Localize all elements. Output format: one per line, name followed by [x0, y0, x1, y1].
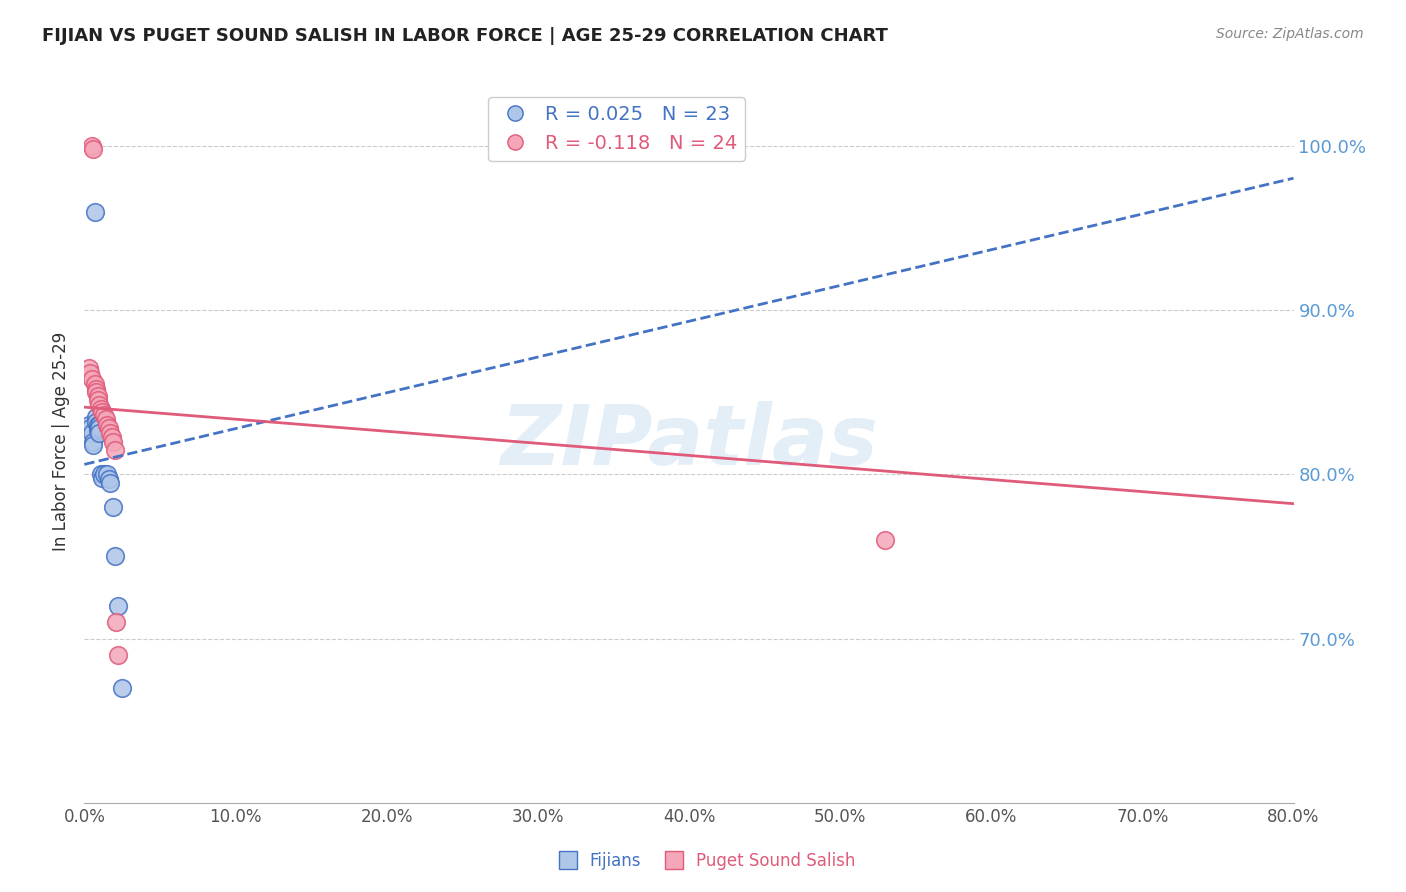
- Point: [90, 467, 112, 482]
- Point: [82, 142, 104, 156]
- Point: [98, 426, 121, 441]
- Point: [97, 421, 120, 435]
- Point: [82, 438, 104, 452]
- Point: [96, 467, 118, 482]
- Point: [101, 434, 124, 449]
- Point: [86, 382, 108, 396]
- Text: FIJIAN VS PUGET SOUND SALISH IN LABOR FORCE | AGE 25-29 CORRELATION CHART: FIJIAN VS PUGET SOUND SALISH IN LABOR FO…: [42, 27, 889, 45]
- Point: [89, 399, 111, 413]
- Point: [84, 377, 107, 392]
- Point: [86, 409, 108, 424]
- Point: [94, 411, 117, 425]
- Point: [107, 599, 129, 613]
- Point: [86, 415, 108, 429]
- Point: [875, 533, 897, 547]
- Point: [90, 401, 112, 416]
- Point: [89, 426, 111, 441]
- Point: [98, 475, 121, 490]
- Point: [107, 648, 129, 662]
- Point: [82, 434, 104, 449]
- Point: [80, 372, 103, 386]
- Legend: Fijians, Puget Sound Salish: Fijians, Puget Sound Salish: [544, 845, 862, 877]
- Legend: R = 0.025   N = 23, R = -0.118   N = 24: R = 0.025 N = 23, R = -0.118 N = 24: [488, 97, 745, 161]
- Point: [97, 472, 120, 486]
- Point: [91, 470, 114, 484]
- Point: [84, 204, 107, 219]
- Point: [79, 421, 101, 435]
- Point: [80, 426, 103, 441]
- Point: [87, 388, 110, 402]
- Point: [100, 429, 122, 443]
- Text: ZIPatlas: ZIPatlas: [501, 401, 877, 482]
- Point: [80, 139, 103, 153]
- Point: [89, 418, 111, 433]
- Point: [87, 418, 110, 433]
- Point: [101, 500, 124, 515]
- Point: [89, 421, 111, 435]
- Point: [79, 366, 101, 380]
- Point: [104, 442, 127, 457]
- Point: [111, 681, 134, 695]
- Point: [91, 405, 114, 419]
- Point: [87, 423, 110, 437]
- Point: [105, 615, 128, 630]
- Y-axis label: In Labor Force | Age 25-29: In Labor Force | Age 25-29: [52, 332, 70, 551]
- Point: [104, 549, 127, 564]
- Point: [93, 467, 115, 482]
- Point: [86, 385, 108, 400]
- Point: [93, 409, 115, 423]
- Point: [96, 418, 118, 433]
- Point: [87, 393, 110, 408]
- Point: [77, 360, 100, 375]
- Text: Source: ZipAtlas.com: Source: ZipAtlas.com: [1216, 27, 1364, 41]
- Point: [77, 418, 100, 433]
